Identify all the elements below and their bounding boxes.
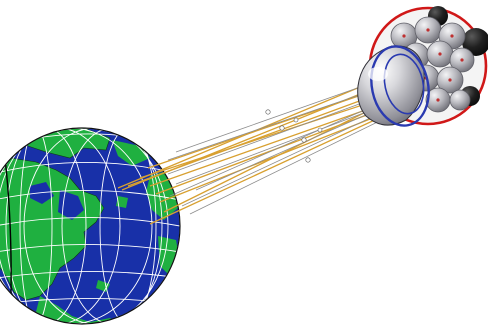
- continents: [0, 128, 180, 324]
- beam-markers: [265, 109, 323, 163]
- gold-beams: [117, 81, 399, 225]
- earth-globe: [0, 127, 181, 325]
- satellite: [357, 6, 488, 127]
- globe-outline: [0, 127, 181, 325]
- reflector-dish: [357, 45, 430, 127]
- signal-beams: [117, 79, 405, 225]
- thin-beams: [167, 79, 405, 215]
- dark-sphere: [462, 28, 488, 56]
